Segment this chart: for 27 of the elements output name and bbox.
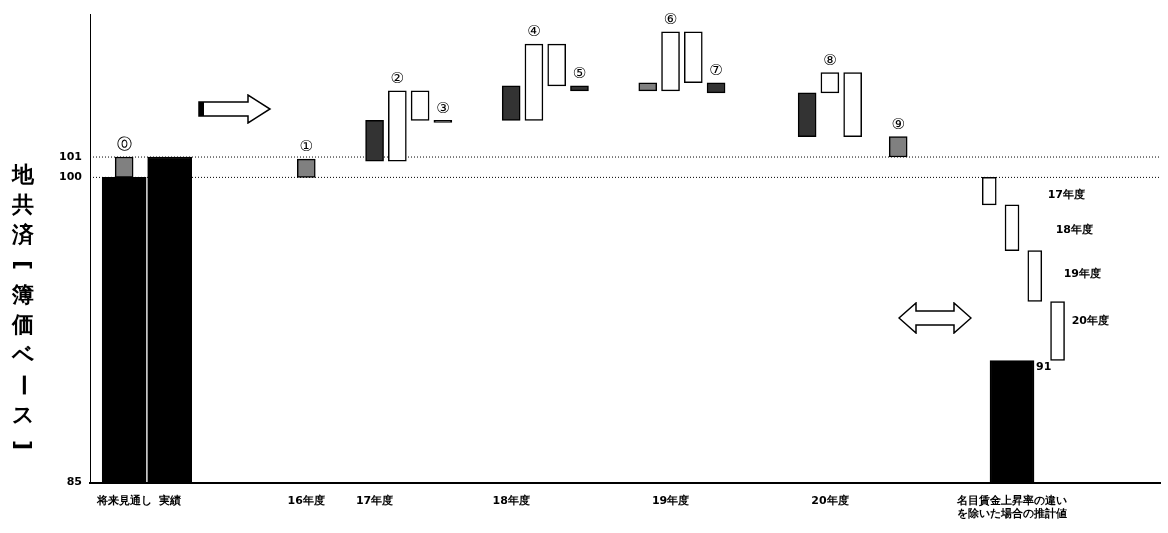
data-label: ⓪ <box>116 135 132 154</box>
y-tick-label: 100 <box>59 170 83 184</box>
data-label: ⑦ <box>709 61 723 80</box>
x-tick-label: 18年度 <box>492 494 530 508</box>
y-tick-label: 85 <box>66 475 82 489</box>
data-label: ① <box>299 137 313 156</box>
data-label: ⑧ <box>823 50 837 69</box>
x-tick-label: 20年度 <box>811 494 849 508</box>
x-tick-label: 名目賃金上昇率の違いを除いた場合の推計値 <box>956 494 1068 521</box>
annotation: 17年度 <box>1047 187 1085 201</box>
x-tick-label: 16年度 <box>287 494 325 508</box>
annotation: 20年度 <box>1071 314 1109 327</box>
data-label: ⑨ <box>891 115 905 134</box>
annotation: 18年度 <box>1055 222 1093 236</box>
y-tick-label: 101 <box>59 149 82 163</box>
text: 地共済[簿価ベース] <box>11 162 36 451</box>
x-tick-label: 17年度 <box>355 494 394 508</box>
annotation: 19年度 <box>1063 267 1101 281</box>
x-tick-label: 19年度 <box>651 494 690 508</box>
x-tick-label: 将来見通し <box>95 494 152 508</box>
data-label: ② <box>390 69 405 88</box>
data-label: ④ <box>527 22 541 41</box>
x-tick-label: 実績 <box>157 494 181 508</box>
data-label: ③ <box>436 98 450 117</box>
data-label: ⑥ <box>663 10 678 29</box>
data-label: ⑤ <box>572 64 587 83</box>
data-label: 91 <box>1036 360 1052 374</box>
